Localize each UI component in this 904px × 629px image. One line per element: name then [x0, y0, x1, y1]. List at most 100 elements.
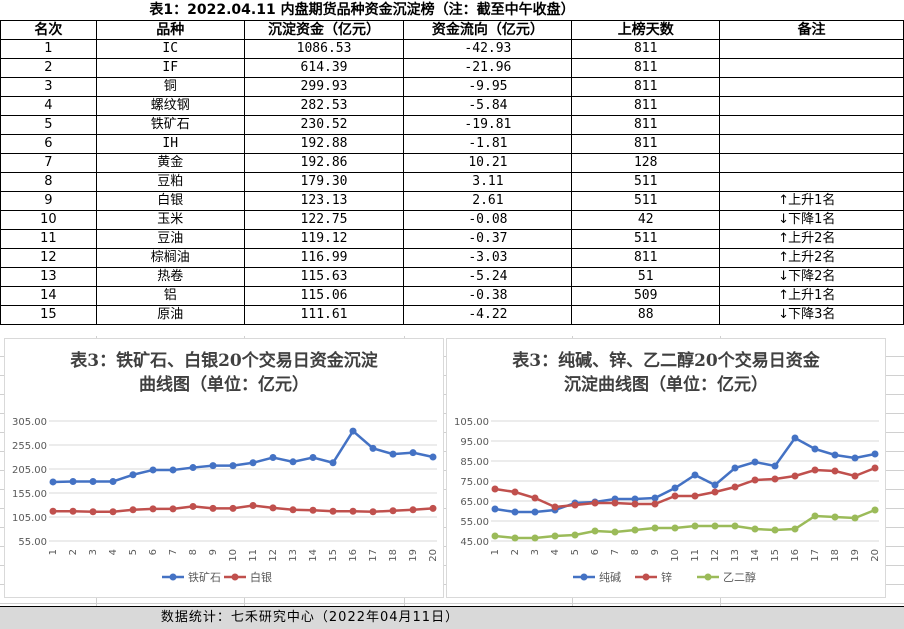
x-tick-label: 16 — [348, 549, 359, 562]
chart1-title-line2: 曲线图（单位：亿元） — [139, 375, 309, 395]
arrow-up-icon: ↑ — [778, 193, 790, 208]
data-point — [511, 488, 519, 496]
data-point — [831, 513, 839, 521]
cell-days: 51 — [571, 267, 721, 287]
x-tick-label: 18 — [830, 549, 841, 562]
data-point — [731, 522, 739, 530]
x-tick-label: 1 — [490, 549, 501, 555]
cell-capital: 614.39 — [243, 58, 405, 78]
x-tick-label: 11 — [690, 549, 701, 562]
legend-marker — [580, 573, 588, 581]
x-tick-label: 7 — [168, 549, 179, 555]
legend-label: 铁矿石 — [188, 571, 221, 584]
cell-capital: 115.63 — [243, 267, 405, 287]
data-point — [129, 506, 137, 514]
x-tick-label: 12 — [268, 549, 279, 562]
table-row: 14 铝 115.06 -0.38 509 ↑上升1名 — [0, 286, 904, 306]
y-tick-label: 105.00 — [12, 513, 47, 524]
header-note: 备注 — [719, 20, 904, 40]
cell-name: 铝 — [95, 286, 245, 306]
data-point — [831, 467, 839, 475]
data-point — [289, 458, 297, 466]
cell-flow: 3.11 — [403, 172, 573, 192]
cell-note — [719, 39, 904, 59]
cell-capital: 192.86 — [243, 153, 405, 173]
data-point — [389, 450, 397, 458]
chart2-title-line1: 表3：纯碱、锌、乙二醇20个交易日资金 — [512, 351, 820, 371]
data-point — [531, 534, 539, 542]
x-tick-label: 14 — [308, 549, 319, 562]
cell-note — [719, 96, 904, 116]
x-tick-label: 16 — [790, 549, 801, 562]
gridline — [0, 603, 904, 604]
x-tick-label: 14 — [750, 549, 761, 562]
data-point — [169, 505, 177, 513]
cell-rank: 4 — [0, 96, 97, 116]
x-tick-label: 1 — [48, 549, 59, 555]
cell-days: 811 — [571, 39, 721, 59]
x-tick-label: 17 — [368, 549, 379, 562]
data-point — [631, 500, 639, 508]
cell-name: IH — [95, 134, 245, 154]
data-point — [149, 466, 157, 474]
x-tick-label: 10 — [670, 549, 681, 562]
note-text: 上升2名 — [788, 250, 836, 265]
x-tick-label: 3 — [530, 549, 541, 555]
cell-name: 玉米 — [95, 210, 245, 230]
x-tick-label: 9 — [208, 549, 219, 555]
cell-note — [719, 77, 904, 97]
data-point — [309, 506, 317, 514]
data-point — [109, 508, 117, 516]
data-point — [631, 526, 639, 534]
data-point — [269, 504, 277, 512]
cell-days: 511 — [571, 172, 721, 192]
table-row: 13 热卷 115.63 -5.24 51 ↓下降2名 — [0, 267, 904, 287]
data-point — [771, 462, 779, 470]
cell-capital: 179.30 — [243, 172, 405, 192]
x-tick-label: 7 — [610, 549, 621, 555]
cell-name: 棕榈油 — [95, 248, 245, 268]
x-tick-label: 2 — [68, 549, 79, 555]
note-text: 下降1名 — [788, 212, 836, 227]
x-tick-label: 5 — [128, 549, 139, 555]
data-point — [229, 462, 237, 470]
table-row: 6 IH 192.88 -1.81 811 — [0, 134, 904, 154]
data-point — [571, 531, 579, 539]
data-point — [289, 506, 297, 514]
table-row: 5 铁矿石 230.52 -19.81 811 — [0, 115, 904, 135]
data-point — [511, 534, 519, 542]
x-tick-label: 6 — [590, 549, 601, 555]
cell-capital: 192.88 — [243, 134, 405, 154]
y-tick-label: 65.00 — [460, 497, 489, 508]
cell-capital: 230.52 — [243, 115, 405, 135]
legend-marker — [642, 573, 650, 581]
cell-capital: 115.06 — [243, 286, 405, 306]
cell-days: 811 — [571, 115, 721, 135]
data-point — [591, 527, 599, 535]
footer-bar: 数据统计：七禾研究中心（2022年04月11日） — [0, 606, 904, 629]
series-line-0 — [52, 429, 434, 484]
cell-note — [719, 115, 904, 135]
data-point — [651, 494, 659, 502]
x-tick-label: 17 — [810, 549, 821, 562]
chart1-title-line1: 表3：铁矿石、白银20个交易日资金沉淀 — [70, 351, 378, 371]
data-point — [851, 472, 859, 480]
data-point — [751, 476, 759, 484]
data-point — [209, 462, 217, 470]
legend-marker — [231, 573, 239, 581]
data-point — [831, 451, 839, 459]
table-row: 3 铜 299.93 -9.95 811 — [0, 77, 904, 97]
data-point — [871, 464, 879, 472]
data-point — [731, 483, 739, 491]
data-point — [69, 507, 77, 515]
cell-rank: 13 — [0, 267, 97, 287]
data-point — [149, 505, 157, 513]
cell-rank: 2 — [0, 58, 97, 78]
cell-rank: 9 — [0, 191, 97, 211]
cell-name: 豆油 — [95, 229, 245, 249]
table-row: 9 白银 123.13 2.61 511 ↑上升1名 — [0, 191, 904, 211]
x-tick-label: 3 — [88, 549, 99, 555]
data-point — [711, 481, 719, 489]
data-point — [491, 532, 499, 540]
